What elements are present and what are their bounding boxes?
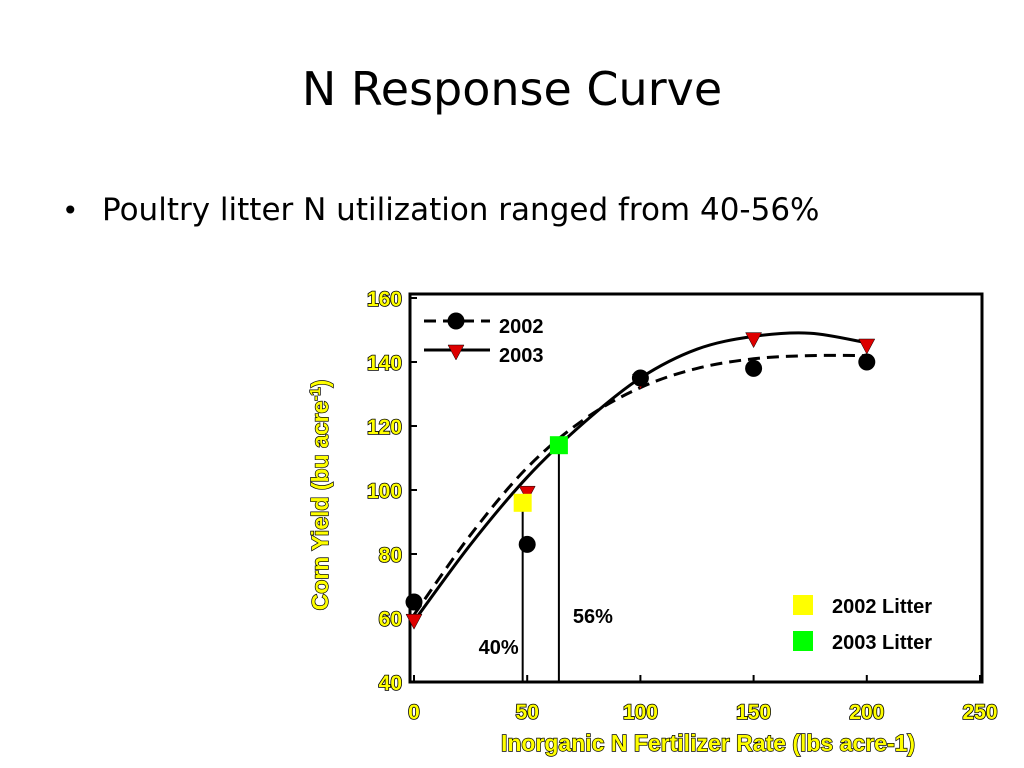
axis-ticks: 40 60 80 100 120 140 160 0 50 100 150 200 250 [366,287,998,725]
y-axis-title-base: Corn Yield (bu acre [307,401,333,611]
y-axis-title-end: ) [307,380,333,388]
legend-label-litter: 2002 Litter [832,596,932,618]
x-tick-label: 200 [849,701,884,724]
y-axis-title: Corn Yield (bu acre-1) [307,380,333,611]
x-tick-label: 0 [408,701,420,724]
legend-label-2003: 2003 [499,345,544,367]
bullet-dot-icon: • [62,193,79,227]
legend-label-litter: 2003 Litter [832,632,932,654]
fitted-curves [412,331,868,623]
x-tick-label: 100 [623,701,658,724]
y-tick-label: 140 [367,352,402,375]
bullet-item: • Poultry litter N utilization ranged fr… [62,192,820,228]
data-points [405,332,876,630]
y-tick-label: 40 [379,672,402,695]
slide-title: N Response Curve [301,62,723,116]
point-2003 [745,332,763,349]
point-2002 [745,359,763,377]
y-tick-label: 80 [379,544,402,567]
legend-marker-litter [793,595,813,615]
point-2002 [858,353,876,371]
curve-2002 [412,353,867,616]
point-2002 [518,535,536,553]
y-tick-label: 60 [379,608,402,631]
point-2003 [858,338,876,355]
point-2002 [631,369,649,387]
plot-frame [408,292,984,684]
point-2002 [405,593,423,611]
legend: 2002 2003 2002 Litter 2003 Litter [424,312,932,654]
curve-2003 [412,331,868,623]
point-2003 [405,613,423,630]
utilization-label: 40% [479,637,519,659]
litter-point [549,436,568,455]
legend-marker-2003 [447,344,465,361]
x-tick-label: 150 [736,701,771,724]
legend-label-2002: 2002 [499,316,544,338]
utilization-label: 56% [573,606,613,628]
y-tick-label: 120 [367,416,402,439]
legend-marker-2002 [447,312,465,330]
point-2003 [518,485,536,502]
y-tick-label: 160 [367,288,402,311]
y-axis-title-sup: -1 [307,387,324,400]
utilization-lines: 40% 56% [479,445,613,682]
x-axis-title: Inorganic N Fertilizer Rate (lbs acre-1) [501,730,915,756]
litter-point [513,493,532,512]
x-tick-label: 50 [516,701,539,724]
legend-marker-litter [793,631,813,651]
x-tick-label: 250 [962,701,997,724]
bullet-text: Poultry litter N utilization ranged from… [102,192,820,228]
y-tick-label: 100 [367,480,402,503]
